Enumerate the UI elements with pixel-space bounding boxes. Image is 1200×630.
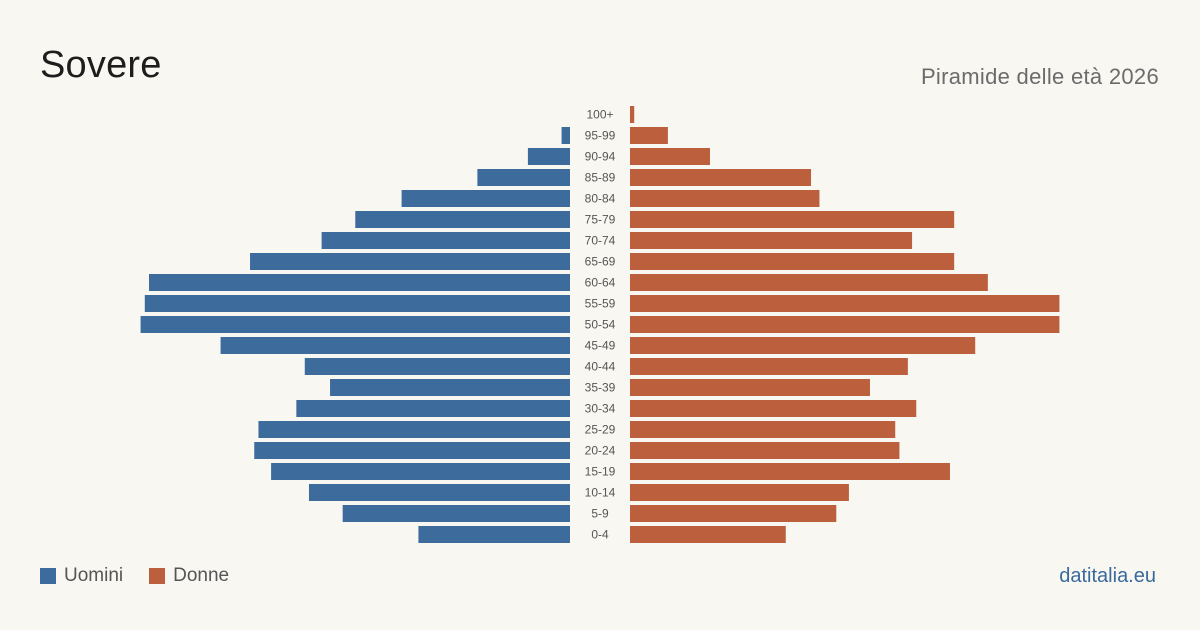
age-label-55-59: 55-59 — [585, 297, 616, 311]
bar-women-55-59 — [630, 295, 1060, 312]
bar-women-0-4 — [630, 526, 786, 543]
age-label-15-19: 15-19 — [585, 465, 616, 479]
bar-women-15-19 — [630, 463, 950, 480]
age-label-60-64: 60-64 — [585, 276, 616, 290]
bar-men-65-69 — [250, 253, 571, 270]
age-label-30-34: 30-34 — [585, 402, 616, 416]
age-label-10-14: 10-14 — [585, 486, 616, 500]
bar-men-15-19 — [271, 463, 570, 480]
bar-women-80-84 — [630, 190, 820, 207]
bar-men-35-39 — [330, 379, 570, 396]
bar-men-95-99 — [561, 127, 570, 144]
bar-women-95-99 — [630, 127, 668, 144]
age-label-5-9: 5-9 — [591, 507, 609, 521]
legend-swatch-women — [149, 568, 166, 584]
bar-men-75-79 — [355, 211, 570, 228]
legend-label-men: Uomini — [64, 565, 124, 586]
chart-subtitle: Piramide delle età 2026 — [920, 64, 1159, 89]
bar-women-70-74 — [630, 232, 913, 249]
bar-men-10-14 — [308, 484, 570, 501]
bar-men-55-59 — [144, 295, 571, 312]
bar-men-40-44 — [304, 358, 570, 375]
bar-men-30-34 — [296, 400, 570, 417]
age-label-25-29: 25-29 — [585, 423, 616, 437]
bar-women-65-69 — [630, 253, 955, 270]
bar-women-40-44 — [630, 358, 908, 375]
legend-item-women: Donne — [149, 565, 229, 587]
chart-title: Sovere — [40, 44, 162, 86]
age-label-20-24: 20-24 — [585, 444, 616, 458]
legend-item-men: Uomini — [40, 565, 123, 587]
bar-men-0-4 — [418, 526, 570, 543]
bar-men-25-29 — [258, 421, 570, 438]
age-label-70-74: 70-74 — [585, 234, 616, 248]
bar-women-5-9 — [630, 505, 837, 522]
bar-women-20-24 — [630, 442, 900, 459]
legend-label-women: Donne — [173, 565, 230, 586]
bar-women-35-39 — [630, 379, 870, 396]
age-label-95-99: 95-99 — [585, 129, 616, 143]
bar-women-85-89 — [630, 169, 812, 186]
age-label-100plus: 100+ — [586, 108, 613, 122]
bar-women-50-54 — [630, 316, 1060, 333]
age-label-40-44: 40-44 — [585, 360, 616, 374]
bar-women-30-34 — [630, 400, 917, 417]
legend: Uomini Donne — [40, 565, 255, 587]
bar-men-80-84 — [401, 190, 570, 207]
age-label-85-89: 85-89 — [585, 171, 616, 185]
age-label-90-94: 90-94 — [585, 150, 616, 164]
bar-women-10-14 — [630, 484, 849, 501]
bar-men-85-89 — [477, 169, 570, 186]
bar-men-20-24 — [254, 442, 570, 459]
age-label-80-84: 80-84 — [585, 192, 616, 206]
legend-swatch-men — [40, 568, 56, 584]
bar-women-45-49 — [630, 337, 976, 354]
bar-men-60-64 — [149, 274, 570, 291]
bar-women-25-29 — [630, 421, 896, 438]
bar-women-100plus — [630, 106, 635, 123]
bar-women-90-94 — [630, 148, 710, 165]
age-label-50-54: 50-54 — [585, 318, 616, 332]
bar-women-60-64 — [630, 274, 988, 291]
bar-men-5-9 — [342, 505, 570, 522]
source-link[interactable]: datitalia.eu — [1059, 565, 1156, 587]
age-label-35-39: 35-39 — [585, 381, 616, 395]
age-label-0-4: 0-4 — [591, 528, 609, 542]
bar-men-90-94 — [527, 148, 570, 165]
bar-men-50-54 — [140, 316, 570, 333]
bar-men-70-74 — [321, 232, 570, 249]
bar-men-45-49 — [220, 337, 570, 354]
bar-women-75-79 — [630, 211, 955, 228]
age-label-45-49: 45-49 — [585, 339, 616, 353]
age-label-65-69: 65-69 — [585, 255, 616, 269]
age-label-75-79: 75-79 — [585, 213, 616, 227]
